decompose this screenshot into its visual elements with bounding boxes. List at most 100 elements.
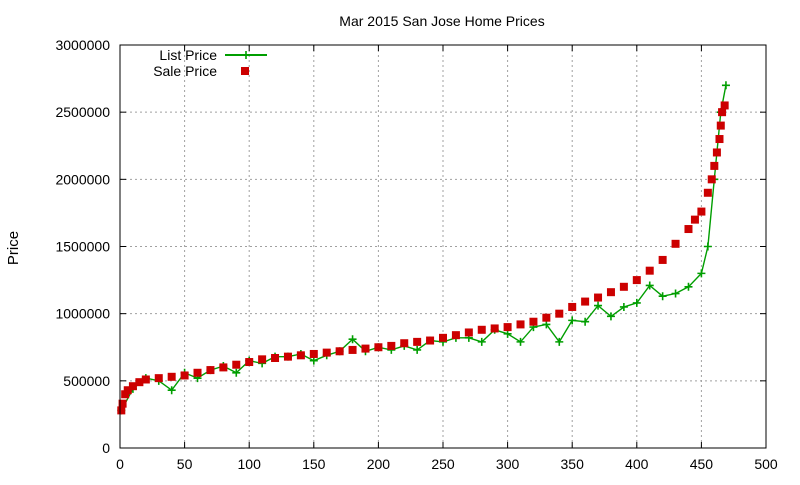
data-point-sale-price — [232, 360, 241, 369]
data-point-sale-price — [690, 215, 699, 224]
data-point-sale-price — [439, 333, 447, 342]
data-point-sale-price — [206, 366, 215, 375]
data-point-sale-price — [296, 351, 305, 360]
data-point-sale-price — [594, 293, 603, 302]
x-tick-label: 0 — [116, 456, 124, 472]
data-point-sale-price — [335, 347, 344, 356]
data-point-list-price — [671, 289, 680, 298]
data-point-sale-price — [503, 323, 512, 332]
x-tick-label: 200 — [367, 456, 391, 472]
data-point-sale-price — [555, 309, 564, 318]
data-point-list-price — [477, 337, 486, 346]
data-point-sale-price — [716, 121, 725, 130]
data-point-list-price — [503, 329, 512, 338]
data-point-sale-price — [712, 148, 721, 157]
data-point-list-price — [594, 301, 603, 310]
data-point-sale-price — [413, 337, 422, 346]
data-point-list-price — [606, 312, 615, 321]
y-tick-label: 0 — [102, 440, 110, 456]
legend-marker-list-price — [242, 51, 250, 59]
data-point-sale-price — [516, 320, 525, 329]
data-point-sale-price — [632, 276, 641, 285]
data-point-sale-price — [128, 382, 137, 391]
y-tick-label: 1000000 — [55, 306, 110, 322]
data-point-list-price — [703, 242, 712, 251]
data-point-list-price — [632, 298, 641, 307]
data-point-sale-price — [154, 374, 163, 383]
plot-frame — [119, 44, 767, 449]
data-point-list-price — [413, 345, 422, 354]
data-point-sale-price — [193, 368, 202, 377]
data-point-list-price — [581, 317, 590, 326]
data-point-sale-price — [135, 378, 144, 387]
data-point-sale-price — [671, 239, 680, 248]
data-point-sale-price — [141, 375, 150, 384]
data-point-list-price — [516, 337, 525, 346]
legend: List Price Sale Price — [153, 47, 267, 79]
data-point-sale-price — [400, 339, 409, 348]
data-point-list-price — [555, 337, 564, 346]
data-point-list-price — [542, 320, 551, 329]
data-point-sale-price — [710, 161, 719, 170]
data-point-sale-price — [451, 331, 460, 340]
data-point-sale-price — [542, 313, 551, 322]
grid-layer — [120, 45, 766, 448]
data-point-sale-price — [374, 343, 383, 352]
data-point-sale-price — [118, 399, 127, 408]
data-point-list-price — [684, 282, 693, 291]
data-point-sale-price — [529, 317, 538, 326]
series-line-list-price — [120, 85, 727, 411]
data-point-sale-price — [477, 325, 486, 334]
y-tick-label: 2000000 — [55, 171, 110, 187]
data-point-list-price — [645, 281, 654, 290]
data-point-list-price — [721, 81, 730, 90]
x-tick-label: 250 — [431, 456, 455, 472]
data-point-list-price — [697, 269, 706, 278]
y-tick-label: 1500000 — [55, 239, 110, 255]
data-point-sale-price — [645, 266, 654, 275]
data-point-sale-price — [715, 135, 724, 144]
y-tick-label: 500000 — [63, 373, 110, 389]
data-point-sale-price — [348, 345, 357, 354]
data-point-sale-price — [123, 386, 132, 395]
data-point-sale-price — [707, 175, 716, 184]
data-point-sale-price — [387, 341, 396, 350]
x-tick-label: 500 — [754, 456, 778, 472]
data-point-sale-price — [490, 324, 499, 333]
data-point-sale-price — [258, 355, 267, 364]
data-point-sale-price — [121, 390, 130, 399]
data-point-list-price — [619, 302, 628, 311]
data-point-sale-price — [581, 297, 590, 306]
legend-marker-sale-price — [241, 67, 249, 75]
data-point-sale-price — [658, 255, 667, 264]
legend-label-list-price: List Price — [159, 47, 217, 63]
data-point-list-price — [232, 368, 241, 377]
x-tick-label: 350 — [561, 456, 585, 472]
data-point-sale-price — [167, 372, 176, 381]
x-tick-label: 50 — [177, 456, 193, 472]
chart-title: Mar 2015 San Jose Home Prices — [339, 13, 544, 29]
legend-label-sale-price: Sale Price — [153, 63, 217, 79]
data-point-sale-price — [245, 358, 254, 367]
data-point-list-price — [167, 386, 176, 395]
x-tick-label: 150 — [302, 456, 326, 472]
data-point-sale-price — [718, 108, 727, 117]
data-point-sale-price — [426, 336, 435, 345]
x-tick-label: 100 — [238, 456, 262, 472]
data-point-sale-price — [703, 188, 712, 197]
data-point-sale-price — [117, 406, 126, 415]
data-point-sale-price — [322, 348, 331, 357]
data-point-list-price — [309, 356, 318, 365]
data-point-list-price — [568, 316, 577, 325]
x-tick-label: 300 — [496, 456, 520, 472]
data-point-sale-price — [180, 371, 189, 380]
data-point-list-price — [348, 335, 357, 344]
data-point-sale-price — [219, 363, 228, 372]
data-point-sale-price — [309, 349, 318, 358]
data-point-sale-price — [619, 282, 628, 291]
data-point-sale-price — [720, 101, 729, 110]
data-point-sale-price — [283, 352, 292, 361]
x-tick-label: 450 — [690, 456, 714, 472]
